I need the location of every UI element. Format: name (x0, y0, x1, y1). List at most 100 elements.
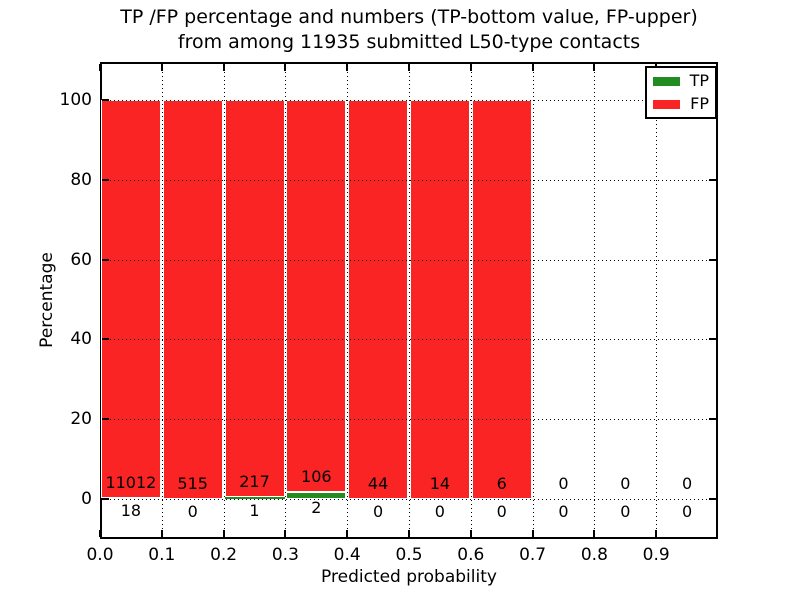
tp-count-label: 0 (373, 501, 384, 521)
x-tick-bottom (532, 530, 534, 537)
x-tick-top (408, 64, 410, 71)
x-gridline (656, 64, 657, 537)
x-tick-bottom (223, 530, 225, 537)
y-tick-right (709, 259, 716, 261)
x-tick-label: 0.7 (519, 545, 547, 565)
y-tick-left (102, 259, 109, 261)
y-tick-right (709, 338, 716, 340)
legend-label: TP (689, 71, 709, 90)
tp-count-label: 2 (311, 497, 322, 517)
tp-bar (286, 491, 346, 499)
fp-bar (101, 100, 161, 499)
x-tick-bottom (284, 530, 286, 537)
chart-title-line1: TP /FP percentage and numbers (TP-bottom… (120, 6, 698, 28)
x-gridline (224, 64, 225, 537)
y-gridline (102, 100, 716, 101)
x-tick-label: 0.9 (642, 545, 670, 565)
tp-count-label: 0 (620, 501, 631, 521)
y-tick-left (102, 418, 109, 420)
x-gridline (594, 64, 595, 537)
y-tick-left (102, 498, 109, 500)
y-tick-left (102, 99, 109, 101)
fp-bar (410, 100, 470, 499)
fp-count-label: 14 (429, 474, 451, 493)
x-tick-top (161, 64, 163, 71)
fp-count-label: 106 (301, 466, 332, 486)
fp-count-label: 44 (367, 474, 389, 493)
x-axis-label: Predicted probability (321, 567, 497, 587)
x-tick-label: 0.1 (148, 545, 176, 565)
y-gridline (102, 499, 716, 500)
legend-label: FP (690, 94, 709, 113)
y-gridline (102, 260, 716, 261)
x-tick-label: 0.3 (271, 545, 299, 565)
x-tick-top (593, 64, 595, 71)
chart-title-line2: from among 11935 submitted L50-type cont… (177, 31, 641, 53)
tp-count-label: 1 (249, 500, 260, 520)
fp-count-label: 217 (239, 472, 270, 492)
x-gridline (347, 64, 348, 537)
x-tick-top (346, 64, 348, 71)
y-gridline (102, 419, 716, 420)
fp-count-label: 0 (682, 474, 693, 493)
y-tick-right (709, 418, 716, 420)
tp-bar (225, 497, 285, 499)
y-tick-right (709, 498, 716, 500)
fp-bar (286, 100, 346, 492)
x-gridline (533, 64, 534, 537)
tp-count-label: 18 (120, 501, 142, 521)
fp-count-label: 0 (620, 474, 631, 493)
x-tick-label: 0.6 (457, 545, 485, 565)
y-tick-label: 80 (70, 169, 92, 190)
fp-count-label: 0 (558, 474, 569, 493)
tp-count-label: 0 (682, 501, 693, 521)
y-tick-right (709, 179, 716, 181)
y-tick-label: 40 (70, 329, 92, 350)
tp-count-label: 0 (434, 501, 445, 521)
x-tick-top (99, 64, 101, 71)
y-tick-label: 100 (59, 90, 92, 110)
x-tick-top (532, 64, 534, 71)
legend-row: FP (653, 96, 709, 112)
y-tick-left (102, 179, 109, 181)
legend-row: TP (653, 73, 709, 89)
x-gridline (471, 64, 472, 537)
x-tick-bottom (593, 530, 595, 537)
y-tick-label: 0 (81, 489, 92, 509)
x-tick-top (284, 64, 286, 71)
fp-count-label: 11012 (105, 473, 157, 493)
x-gridline (285, 64, 286, 537)
x-tick-bottom (346, 530, 348, 537)
x-tick-top (470, 64, 472, 71)
y-tick-label: 20 (70, 409, 92, 430)
chart-title: TP /FP percentage and numbers (TP-bottom… (100, 5, 718, 55)
fp-bar (225, 100, 285, 498)
fp-bar (163, 100, 223, 499)
fp-count-label: 515 (177, 474, 208, 493)
x-gridline (162, 64, 163, 537)
legend: TP FP (645, 66, 717, 119)
x-tick-bottom (161, 530, 163, 537)
x-gridline (409, 64, 410, 537)
x-tick-label: 0.2 (210, 545, 238, 565)
tp-count-label: 0 (496, 501, 507, 521)
x-tick-bottom (99, 530, 101, 537)
fp-legend-swatch (653, 99, 680, 109)
y-tick-label: 60 (70, 249, 92, 270)
tp-legend-swatch (653, 76, 680, 86)
x-tick-label: 0.5 (395, 545, 423, 565)
x-tick-bottom (408, 530, 410, 537)
x-tick-label: 0.0 (86, 545, 114, 565)
x-tick-label: 0.8 (580, 545, 608, 565)
y-gridline (102, 180, 716, 181)
x-tick-label: 0.4 (333, 545, 361, 565)
y-gridline (102, 339, 716, 340)
tp-count-label: 0 (187, 501, 198, 521)
fp-count-label: 6 (496, 474, 507, 493)
x-tick-bottom (655, 530, 657, 537)
x-tick-bottom (470, 530, 472, 537)
fp-bar (472, 100, 532, 499)
fp-bar (348, 100, 408, 499)
x-tick-top (223, 64, 225, 71)
